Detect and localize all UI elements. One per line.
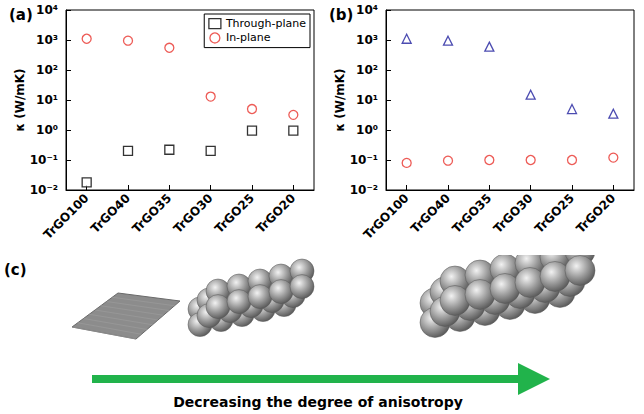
svg-text:κ (W/mK): κ (W/mK) <box>13 68 27 131</box>
svg-text:In-plane: In-plane <box>226 31 271 44</box>
svg-text:10³: 10³ <box>356 33 378 47</box>
svg-text:TrGO35: TrGO35 <box>129 191 174 236</box>
svg-text:10⁻²: 10⁻² <box>30 183 58 197</box>
svg-text:TrGO100: TrGO100 <box>361 191 412 242</box>
svg-text:(b): (b) <box>329 6 353 24</box>
svg-text:10⁻²: 10⁻² <box>350 183 378 197</box>
svg-text:10⁰: 10⁰ <box>356 123 378 137</box>
svg-text:10⁴: 10⁴ <box>36 3 58 17</box>
svg-text:10³: 10³ <box>36 33 58 47</box>
svg-text:10⁴: 10⁴ <box>356 3 378 17</box>
svg-text:TrGO30: TrGO30 <box>171 191 216 236</box>
svg-text:10¹: 10¹ <box>356 93 378 107</box>
svg-text:Decreasing the degree of aniso: Decreasing the degree of anisotropy <box>173 394 463 410</box>
svg-text:TrGO40: TrGO40 <box>408 191 453 236</box>
svg-text:(a): (a) <box>9 6 33 24</box>
svg-text:TrGO35: TrGO35 <box>449 191 494 236</box>
svg-text:TrGO100: TrGO100 <box>41 191 92 242</box>
svg-text:10¹: 10¹ <box>36 93 58 107</box>
svg-text:10²: 10² <box>356 63 378 77</box>
svg-text:TrGO20: TrGO20 <box>573 191 618 236</box>
svg-text:10⁻¹: 10⁻¹ <box>30 153 58 167</box>
svg-text:TrGO20: TrGO20 <box>253 191 298 236</box>
svg-text:10⁰: 10⁰ <box>36 123 58 137</box>
svg-text:TrGO30: TrGO30 <box>491 191 536 236</box>
svg-text:TrGO25: TrGO25 <box>532 191 577 236</box>
svg-text:Through-plane: Through-plane <box>225 17 306 30</box>
svg-text:10²: 10² <box>36 63 58 77</box>
svg-text:TrGO25: TrGO25 <box>212 191 257 236</box>
svg-text:(c): (c) <box>4 261 27 279</box>
svg-text:10⁻¹: 10⁻¹ <box>350 153 378 167</box>
svg-text:TrGO40: TrGO40 <box>88 191 133 236</box>
svg-text:κ (W/mK): κ (W/mK) <box>333 68 347 131</box>
